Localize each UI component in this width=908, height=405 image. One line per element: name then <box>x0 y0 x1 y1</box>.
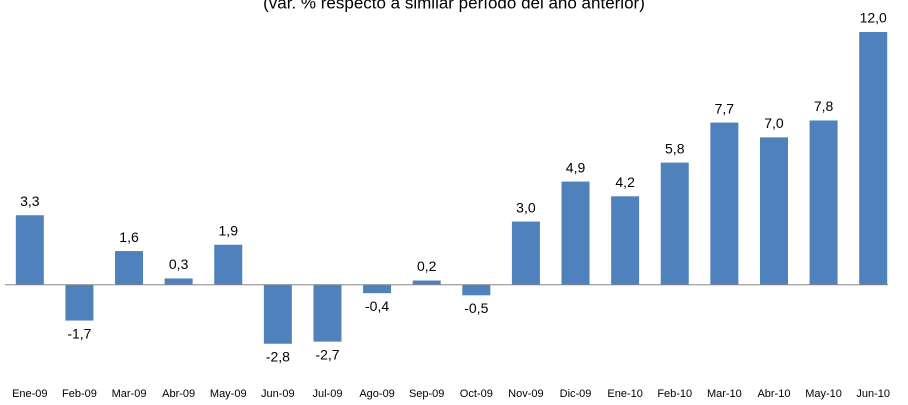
x-tick-label: Jul-09 <box>312 388 342 400</box>
bar <box>809 120 838 285</box>
data-label: 5,8 <box>665 140 685 156</box>
x-tick-label: Dic-09 <box>560 388 592 400</box>
bar <box>759 137 788 285</box>
x-tick-label: Feb-10 <box>657 388 692 400</box>
x-tick-label: May-10 <box>805 388 842 400</box>
data-label: -1,7 <box>67 325 91 341</box>
x-tick-label: Ene-09 <box>12 388 47 400</box>
data-label: -2,7 <box>315 346 339 362</box>
data-label: 0,3 <box>169 256 189 272</box>
x-tick-label: Jun-10 <box>856 388 890 400</box>
x-tick-label: Feb-09 <box>62 388 97 400</box>
bar <box>859 32 888 285</box>
x-tick-label: Ago-09 <box>359 388 394 400</box>
data-label: 4,2 <box>615 174 635 190</box>
data-label: 1,9 <box>219 222 239 238</box>
bar <box>660 162 689 285</box>
x-tick-label: Jun-09 <box>261 388 295 400</box>
bar <box>462 284 491 296</box>
bar <box>263 284 292 344</box>
bar <box>561 181 590 285</box>
data-label: 0,2 <box>417 258 437 274</box>
data-label: 4,9 <box>566 159 586 175</box>
x-tick-label: Mar-10 <box>707 388 742 400</box>
bar <box>15 215 44 285</box>
x-tick-label: Oct-09 <box>460 388 493 400</box>
x-tick-label: Nov-09 <box>508 388 543 400</box>
bar <box>511 221 540 285</box>
x-tick-label: Mar-09 <box>112 388 147 400</box>
data-label: -0,4 <box>365 298 389 314</box>
data-label: 3,3 <box>20 193 40 209</box>
bar <box>313 284 342 342</box>
data-label: -0,5 <box>464 300 488 316</box>
x-tick-label: May-09 <box>210 388 247 400</box>
bar <box>65 284 94 321</box>
x-tick-label: Ene-10 <box>607 388 642 400</box>
bar <box>611 196 640 285</box>
bar <box>710 122 739 285</box>
data-label: 1,6 <box>119 229 139 245</box>
bar <box>164 278 193 285</box>
data-label: 3,0 <box>516 199 536 215</box>
data-label: 7,8 <box>814 98 834 114</box>
x-tick-label: Sep-09 <box>409 388 444 400</box>
data-label: -2,8 <box>266 348 290 364</box>
bar <box>363 284 392 294</box>
bar <box>412 280 441 285</box>
x-tick-label: Abr-09 <box>162 388 195 400</box>
bar <box>214 244 243 285</box>
data-label: 7,7 <box>715 100 735 116</box>
data-label: 7,0 <box>764 115 784 131</box>
data-label: 12,0 <box>860 10 887 26</box>
x-tick-label: Abr-10 <box>757 388 790 400</box>
chart-subtitle: (var. % respecto a similar período del a… <box>263 0 645 12</box>
bar <box>115 251 144 285</box>
